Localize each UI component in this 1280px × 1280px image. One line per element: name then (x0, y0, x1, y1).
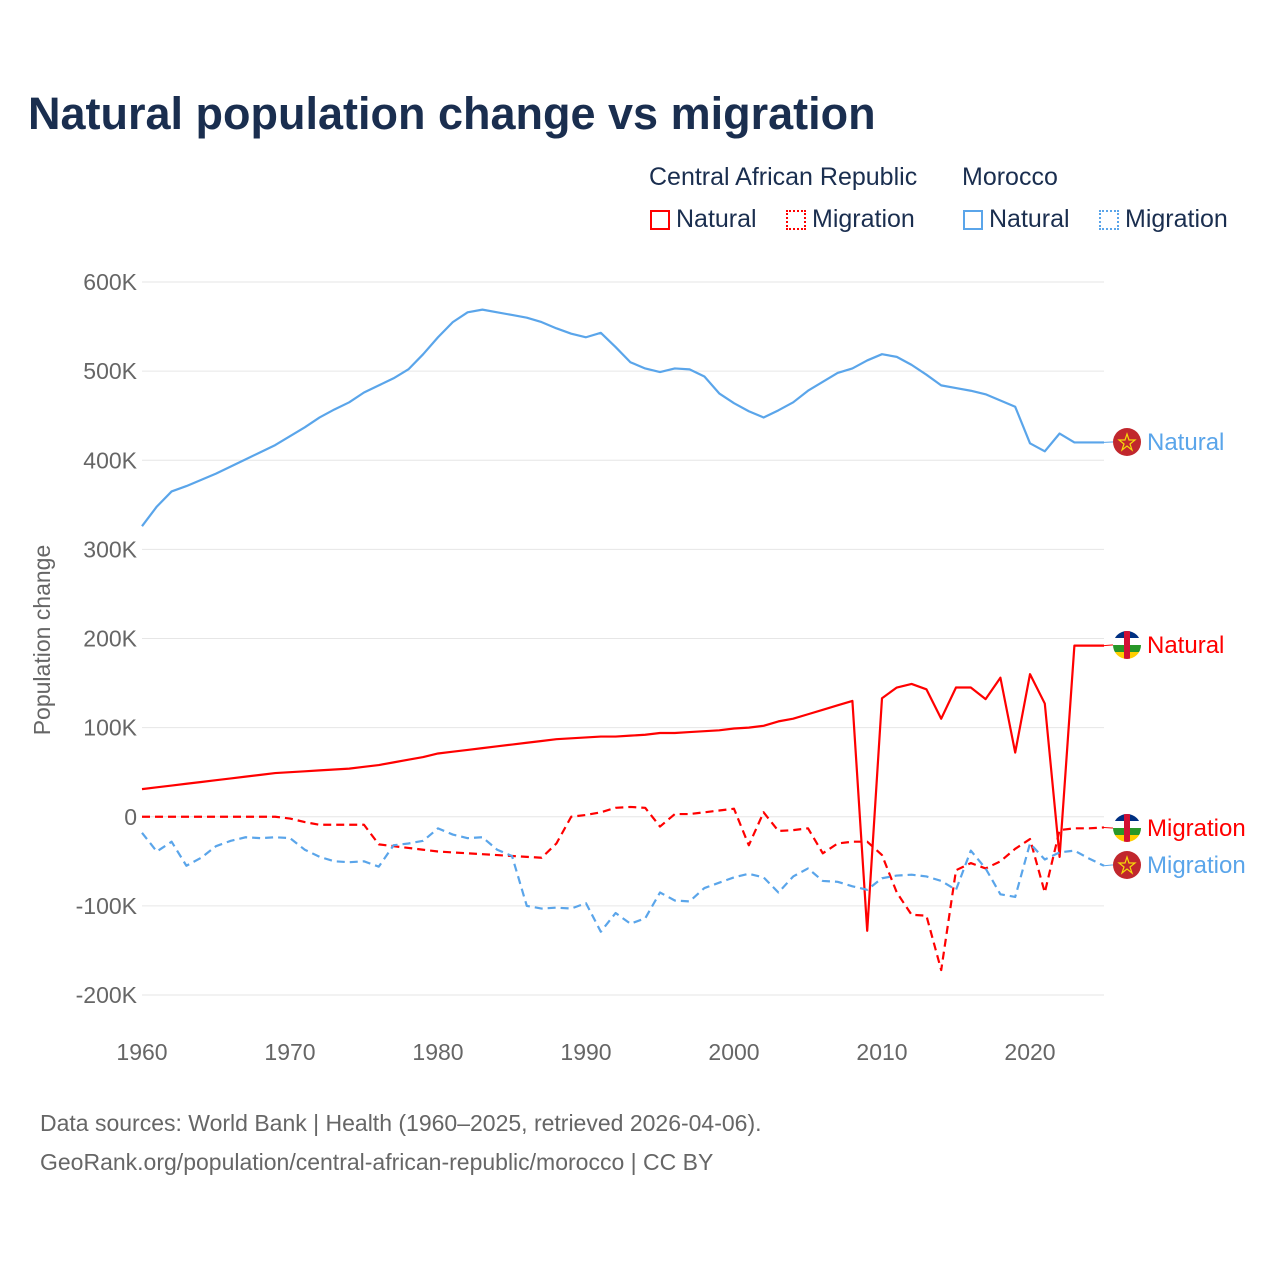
series-end-label: Migration (1147, 852, 1246, 879)
y-tick-label: 300K (83, 536, 137, 562)
leader-line (1103, 864, 1113, 867)
x-tick-label: 1970 (264, 1039, 315, 1065)
legend-car-natural[interactable]: Natural (650, 205, 757, 234)
series-end-label: Migration (1147, 815, 1246, 842)
leader-line (1103, 826, 1113, 829)
y-tick-label: -200K (76, 982, 138, 1008)
leader-line (1103, 644, 1113, 647)
flag-star (1117, 855, 1137, 875)
chart-title: Natural population change vs migration (28, 88, 876, 139)
legend-swatch-dotted-red (786, 209, 806, 230)
x-tick-label: 1990 (560, 1039, 611, 1065)
y-axis-label: Population change (29, 545, 55, 736)
series-end-label: Natural (1147, 429, 1224, 456)
flag-band (1124, 631, 1130, 659)
y-tick-label: 200K (83, 626, 137, 652)
y-tick-label: 600K (83, 269, 137, 295)
legend-label: Migration (1125, 205, 1228, 233)
series-end-label: Natural (1147, 632, 1224, 659)
legend-swatch-solid-red (650, 209, 670, 230)
series-line-1 (141, 644, 1104, 932)
y-tick-label: 0 (124, 804, 137, 830)
flag-bg (1113, 851, 1141, 879)
y-tick-label: 100K (83, 715, 137, 741)
legend-morocco-migration[interactable]: Migration (1099, 205, 1228, 234)
footer-source: Data sources: World Bank | Health (1960–… (40, 1110, 762, 1136)
x-tick-label: 1980 (412, 1039, 463, 1065)
y-tick-label: -100K (76, 893, 138, 919)
x-tick-label: 2010 (856, 1039, 907, 1065)
flag-bg (1113, 428, 1141, 456)
car-flag-icon (1113, 631, 1141, 659)
flag-star (1117, 432, 1137, 452)
flag-band (1124, 814, 1130, 842)
x-tick-label: 2020 (1004, 1039, 1055, 1065)
legend-group-car: Central African Republic (649, 163, 918, 191)
series-line-2 (142, 805, 1105, 972)
flag-stripes (1113, 631, 1141, 659)
x-tick-label: 2000 (708, 1039, 759, 1065)
footer-link[interactable]: GeoRank.org/population/central-african-r… (40, 1149, 714, 1175)
y-tick-label: 500K (83, 358, 137, 384)
morocco-flag-icon (1113, 428, 1141, 456)
morocco-flag-icon (1113, 851, 1141, 879)
legend-morocco-natural[interactable]: Natural (963, 205, 1070, 234)
legend-swatch-dotted-blue (1099, 209, 1119, 230)
legend-label: Natural (989, 205, 1070, 233)
flag-stripes (1113, 814, 1141, 842)
x-tick-label: 1960 (116, 1039, 167, 1065)
y-tick-label: 400K (83, 447, 137, 473)
series-line-3 (141, 827, 1105, 933)
legend-swatch-solid-blue (963, 209, 983, 230)
legend-car-migration[interactable]: Migration (786, 205, 915, 234)
legend-group-morocco: Morocco (962, 163, 1058, 191)
legend-label: Natural (676, 205, 757, 233)
car-flag-icon (1113, 814, 1141, 842)
series-line-0 (141, 308, 1104, 527)
legend-label: Migration (812, 205, 915, 233)
